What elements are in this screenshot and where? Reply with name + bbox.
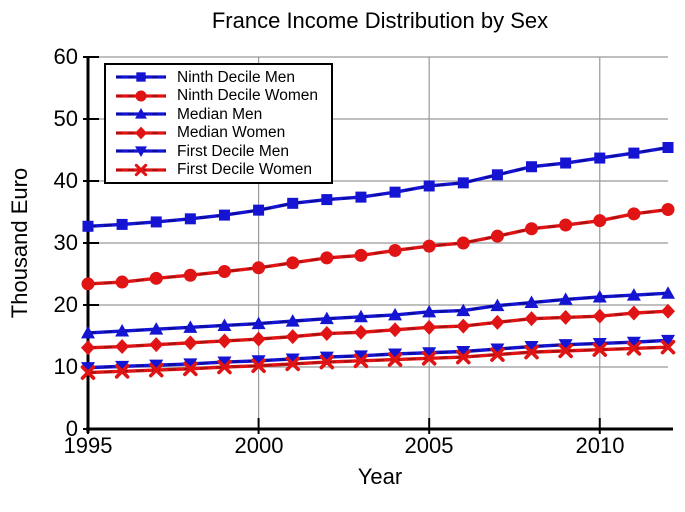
y-tick-30: 30 bbox=[53, 230, 78, 255]
legend-item: Median Men bbox=[114, 105, 325, 123]
legend-item: Ninth Decile Women bbox=[114, 87, 325, 105]
x-tick-2010: 2010 bbox=[575, 433, 625, 458]
legend: Ninth Decile Men Ninth Decile Women Medi… bbox=[104, 63, 333, 184]
y-tick-10: 10 bbox=[53, 354, 78, 379]
y-tick-20: 20 bbox=[53, 292, 78, 317]
legend-label: Median Men bbox=[177, 105, 263, 123]
x-tick-2000: 2000 bbox=[234, 433, 284, 458]
y-tick-0: 0 bbox=[65, 416, 78, 441]
x-axis-label: Year bbox=[357, 464, 403, 489]
legend-item: First Decile Women bbox=[114, 161, 325, 179]
legend-item: Ninth Decile Men bbox=[114, 68, 325, 86]
x-tick-2005: 2005 bbox=[404, 433, 454, 458]
legend-line-diamond-icon bbox=[116, 126, 166, 140]
legend-line-square-icon bbox=[116, 72, 166, 82]
legend-label: Ninth Decile Women bbox=[177, 87, 318, 104]
x-tick-1995: 1995 bbox=[63, 433, 113, 458]
y-tick-40: 40 bbox=[53, 168, 78, 193]
legend-line-triangle-up-icon bbox=[116, 108, 166, 119]
legend-item: Median Women bbox=[114, 124, 325, 142]
y-tick-50: 50 bbox=[53, 106, 78, 131]
legend-label: Median Women bbox=[177, 124, 286, 141]
legend-line-triangle-down-icon bbox=[116, 146, 166, 158]
chart-title: France Income Distribution by Sex bbox=[211, 8, 549, 33]
legend-line-x-icon bbox=[116, 163, 166, 176]
legend-label: First Decile Women bbox=[177, 161, 312, 178]
legend-item: First Decile Men bbox=[114, 142, 325, 160]
legend-line-circle-icon bbox=[116, 90, 166, 102]
y-tick-60: 60 bbox=[53, 44, 78, 69]
legend-label: Ninth Decile Men bbox=[177, 68, 296, 86]
legend-label: First Decile Men bbox=[177, 142, 289, 160]
